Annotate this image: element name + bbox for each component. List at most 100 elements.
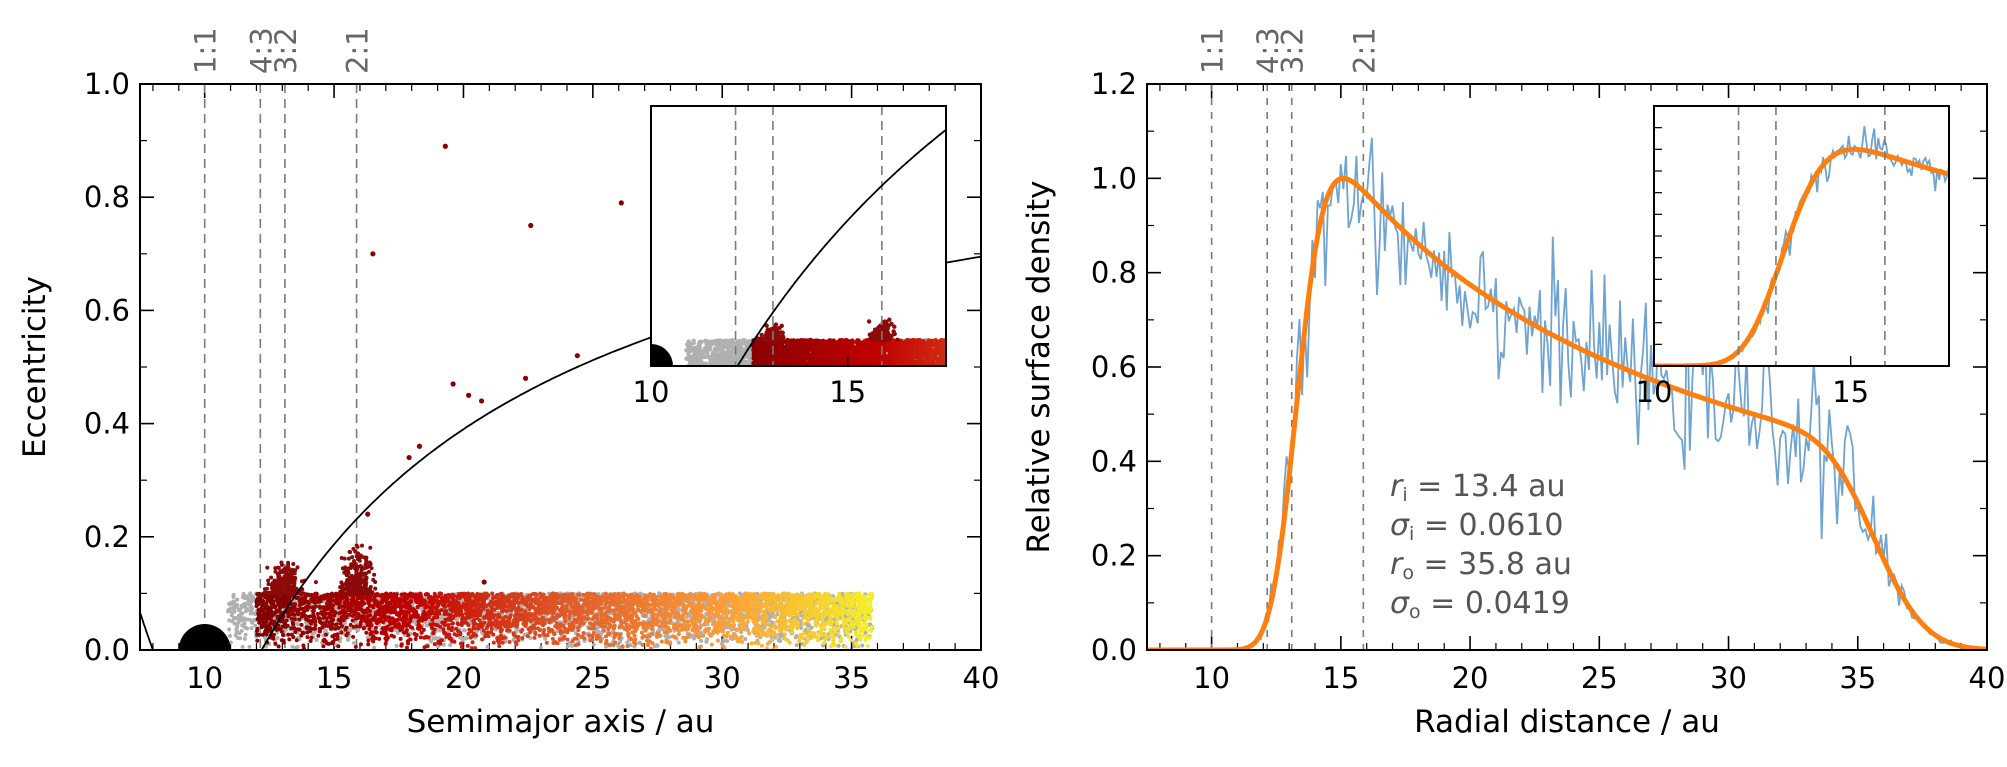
resonance-label: 4:3 (244, 27, 278, 74)
initial-particle (244, 626, 249, 631)
particle (343, 627, 348, 632)
initial-particle (251, 617, 256, 622)
initial-particle (238, 614, 243, 619)
particle (640, 642, 645, 647)
particle (576, 632, 581, 637)
particle (497, 644, 502, 649)
particle (712, 619, 717, 624)
particle (531, 591, 536, 596)
initial-particle (232, 621, 237, 626)
initial-particle (244, 607, 249, 612)
initial-particle (290, 644, 295, 649)
particle (405, 639, 410, 644)
particle (383, 641, 388, 646)
initial-particle (423, 620, 428, 625)
initial-particle (237, 607, 242, 612)
initial-particle (429, 639, 434, 644)
particle (351, 634, 356, 639)
particle (345, 631, 350, 636)
particle (581, 630, 586, 635)
particle (631, 602, 636, 607)
initial-particle (652, 644, 657, 649)
particle (417, 627, 422, 632)
particle (802, 615, 807, 620)
y-tick-label: 0.2 (84, 520, 130, 554)
particle (867, 635, 872, 640)
particle (658, 594, 663, 599)
initial-particle (431, 636, 436, 641)
initial-particle (604, 644, 609, 649)
initial-particle (227, 627, 232, 632)
x-tick-label: 30 (704, 661, 741, 695)
y-axis-label: Eccentricity (17, 276, 53, 458)
resonance-label: 3:2 (269, 27, 303, 74)
initial-particle (230, 619, 235, 624)
particle (329, 621, 334, 626)
particle (863, 626, 868, 631)
particle (491, 640, 496, 645)
particle (604, 638, 609, 643)
particle (528, 625, 533, 630)
particle (550, 628, 555, 633)
particle (762, 610, 767, 615)
particle (747, 631, 752, 636)
particle (755, 612, 760, 617)
particle (745, 619, 750, 624)
particle (400, 627, 405, 632)
particle (687, 632, 692, 637)
particle (430, 617, 435, 622)
initial-particle (231, 599, 236, 604)
particle (796, 613, 801, 618)
initial-particle (676, 607, 681, 612)
particle (404, 628, 409, 633)
particle (861, 633, 866, 638)
particle (293, 630, 298, 635)
particle (286, 632, 291, 637)
particle (368, 609, 373, 614)
initial-particle (522, 633, 527, 638)
particle (489, 627, 494, 632)
initial-particle (596, 629, 601, 634)
initial-particle (346, 637, 351, 642)
particle (366, 638, 371, 643)
particle (816, 608, 821, 613)
particle (618, 624, 623, 629)
particle (550, 636, 555, 641)
initial-particle (233, 604, 238, 609)
x-axis-label: Semimajor axis / au (407, 704, 715, 740)
particle (565, 637, 570, 642)
plot-area (140, 143, 981, 650)
particle (333, 610, 338, 615)
initial-particle (798, 619, 803, 624)
initial-particle (722, 639, 727, 644)
particle (849, 638, 854, 643)
particle (317, 629, 322, 634)
x-tick-label: 10 (186, 661, 223, 695)
initial-particle (275, 630, 280, 635)
initial-particle (743, 637, 748, 642)
initial-particle (240, 611, 245, 616)
particle (797, 639, 802, 644)
initial-particle (424, 623, 429, 628)
particle (666, 625, 671, 630)
x-tick-label: 20 (445, 661, 482, 695)
particle (740, 639, 745, 644)
particle (651, 612, 656, 617)
particle (500, 640, 505, 645)
particle (574, 619, 579, 624)
initial-particle (248, 600, 253, 605)
particle (828, 601, 833, 606)
particle (764, 622, 769, 627)
particle (830, 610, 835, 615)
particle (822, 623, 827, 628)
particle (507, 640, 512, 645)
initial-particle (241, 591, 246, 596)
particle (337, 611, 342, 616)
initial-particle (538, 645, 543, 650)
particle (607, 643, 612, 648)
particle (361, 626, 366, 631)
initial-particle (638, 591, 643, 596)
particle (734, 628, 739, 633)
particle (424, 592, 429, 597)
particle (814, 619, 819, 624)
